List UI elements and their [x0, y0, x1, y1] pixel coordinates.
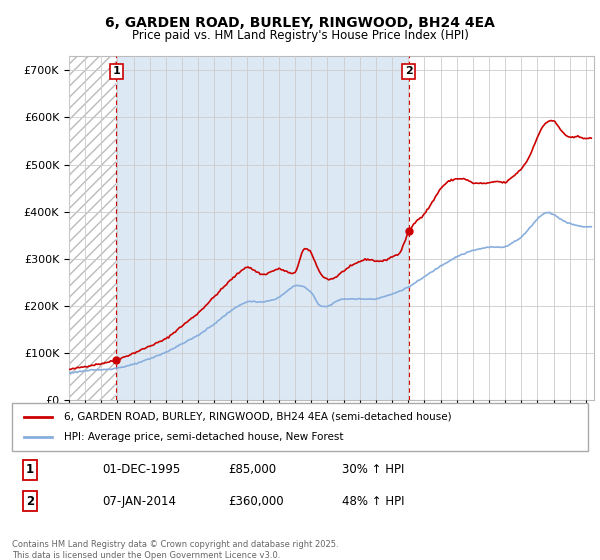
Text: HPI: Average price, semi-detached house, New Forest: HPI: Average price, semi-detached house,… — [64, 432, 343, 442]
Text: Price paid vs. HM Land Registry's House Price Index (HPI): Price paid vs. HM Land Registry's House … — [131, 29, 469, 42]
Bar — [116, 56, 409, 400]
Text: 01-DEC-1995: 01-DEC-1995 — [102, 463, 180, 477]
Text: 1: 1 — [112, 67, 120, 77]
Text: Contains HM Land Registry data © Crown copyright and database right 2025.
This d: Contains HM Land Registry data © Crown c… — [12, 540, 338, 560]
Text: 2: 2 — [26, 494, 34, 508]
Text: £360,000: £360,000 — [228, 494, 284, 508]
Text: 6, GARDEN ROAD, BURLEY, RINGWOOD, BH24 4EA: 6, GARDEN ROAD, BURLEY, RINGWOOD, BH24 4… — [105, 16, 495, 30]
Text: 48% ↑ HPI: 48% ↑ HPI — [342, 494, 404, 508]
Text: 6, GARDEN ROAD, BURLEY, RINGWOOD, BH24 4EA (semi-detached house): 6, GARDEN ROAD, BURLEY, RINGWOOD, BH24 4… — [64, 412, 451, 422]
Text: 30% ↑ HPI: 30% ↑ HPI — [342, 463, 404, 477]
Bar — [69, 56, 116, 400]
Text: 07-JAN-2014: 07-JAN-2014 — [102, 494, 176, 508]
Text: 2: 2 — [405, 67, 413, 77]
FancyBboxPatch shape — [12, 403, 588, 451]
Bar — [409, 56, 594, 400]
Text: 1: 1 — [26, 463, 34, 477]
Text: £85,000: £85,000 — [228, 463, 276, 477]
